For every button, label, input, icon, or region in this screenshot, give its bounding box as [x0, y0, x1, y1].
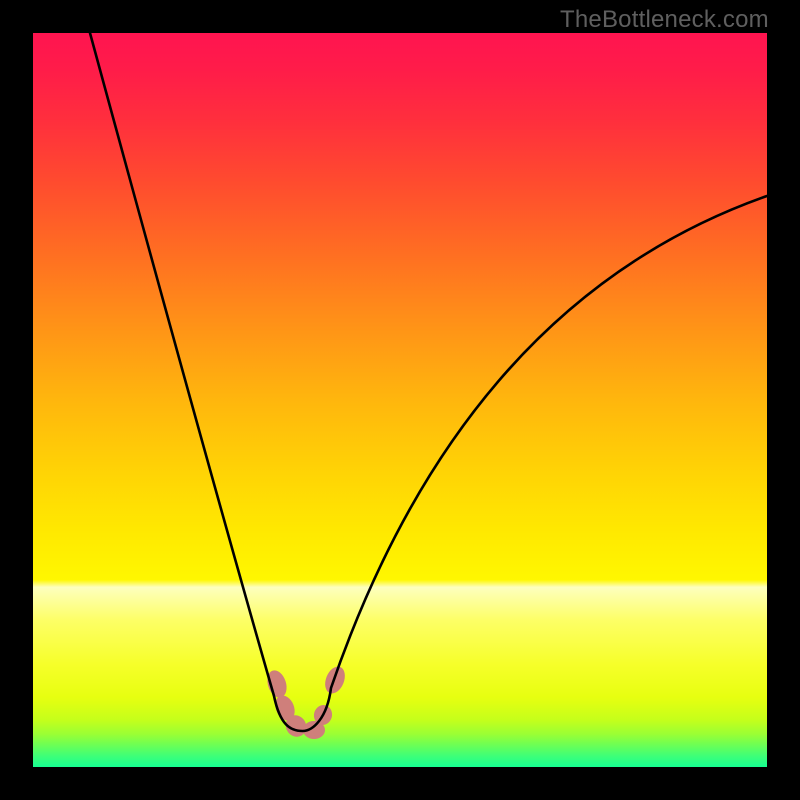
- chart-frame: [0, 0, 800, 800]
- bottleneck-curve-chart: [33, 33, 767, 767]
- bottleneck-curve: [90, 33, 767, 731]
- watermark-text: TheBottleneck.com: [560, 6, 769, 34]
- plot-area: [33, 33, 767, 767]
